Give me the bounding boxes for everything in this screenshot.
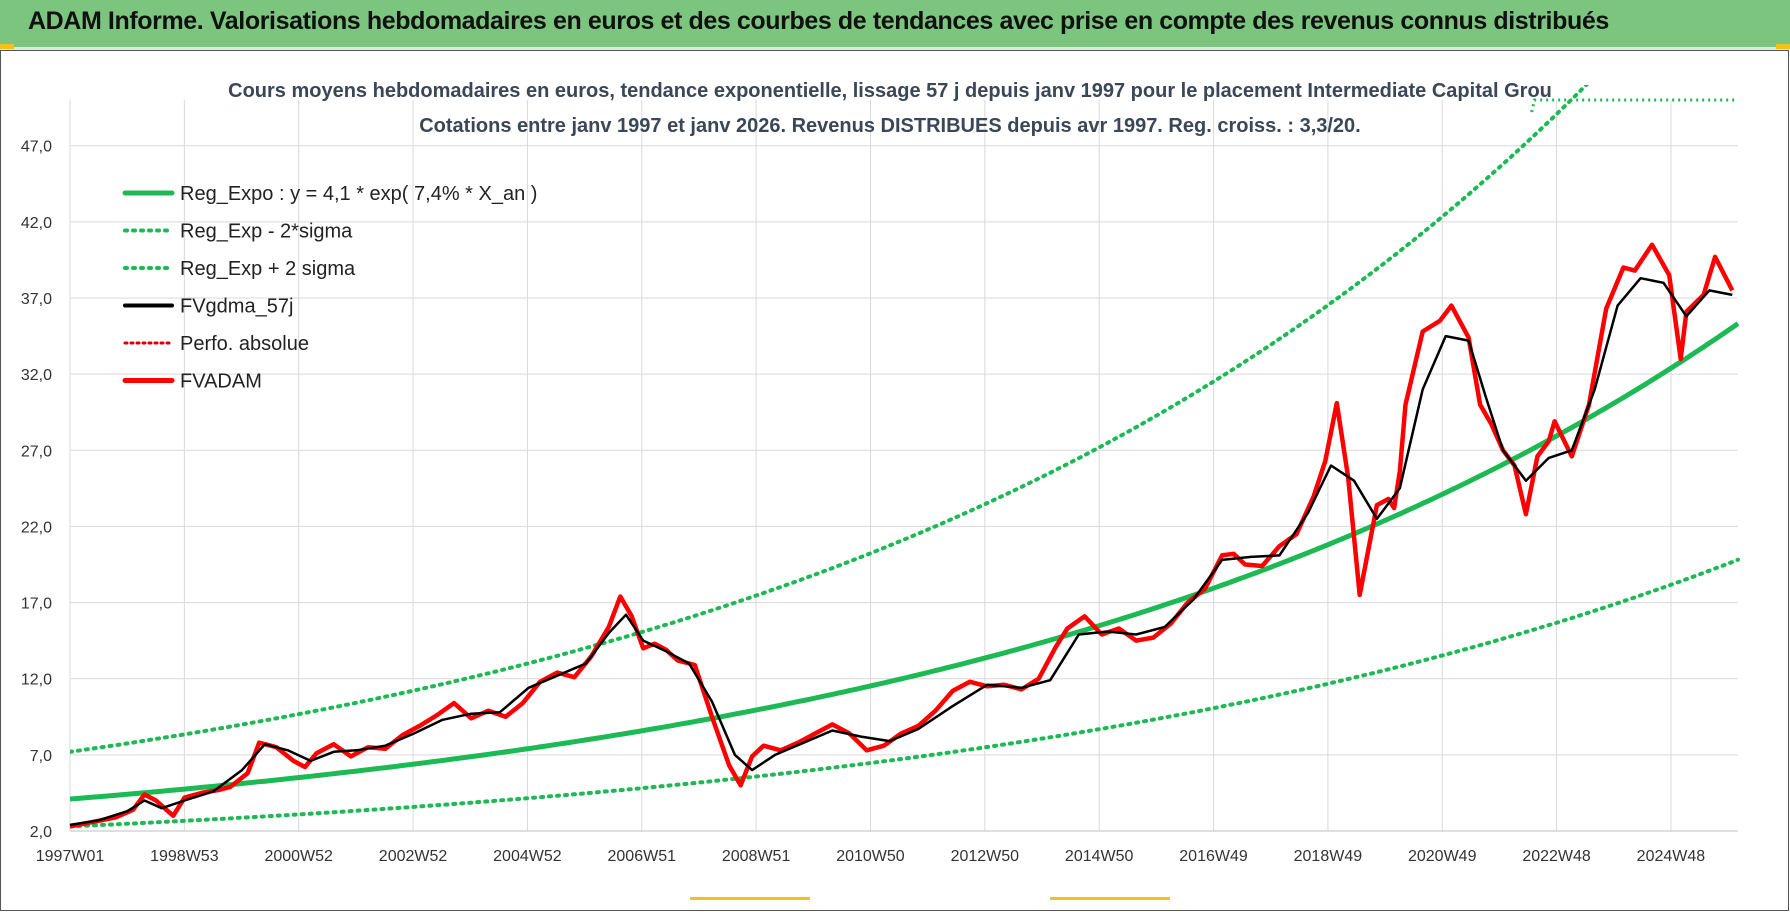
y-tick-label: 2,0	[30, 824, 52, 841]
report-title: ADAM Informe. Valorisations hebdomadaire…	[28, 7, 1609, 35]
y-tick-label: 17,0	[21, 596, 52, 613]
y-tick-label: 32,0	[21, 367, 52, 384]
x-tick-label: 2008W51	[722, 848, 791, 865]
chart-frame	[0, 50, 1789, 911]
bottom-marker-2	[1050, 897, 1170, 900]
corner-marker-left	[0, 44, 14, 49]
x-tick-label: 2016W49	[1179, 848, 1248, 865]
x-tick-label: 2020W49	[1408, 848, 1477, 865]
legend-label: FVADAM	[180, 371, 262, 393]
x-tick-label: 2022W48	[1522, 848, 1591, 865]
x-tick-label: 2000W52	[264, 848, 333, 865]
trend-plus-2sigma	[70, 85, 1590, 754]
gridlines	[69, 100, 1738, 832]
perfo-absolue-line	[1530, 98, 1738, 113]
x-axis-ticks: 1997W01 1998W53 2000W52 2002W52 2004W52 2006W…	[36, 848, 1706, 865]
x-tick-label: 1997W01	[36, 848, 105, 865]
series-fvadam	[69, 242, 1735, 829]
series-lines	[69, 85, 1740, 829]
y-tick-label: 12,0	[21, 672, 52, 689]
trend-minus-2sigma	[70, 557, 1740, 829]
x-tick-label: 2012W50	[951, 848, 1020, 865]
x-tick-label: 2010W50	[836, 848, 905, 865]
bottom-marker-1	[690, 897, 810, 900]
y-tick-label: 47,0	[21, 139, 52, 156]
y-axis-ticks: 2,0 7,0 12,0 17,0 22,0 27,0 32,0 37,0 42,0 47,0	[21, 139, 52, 841]
trend-exponential	[70, 321, 1740, 802]
y-tick-label: 42,0	[21, 215, 52, 232]
legend-label: FVgdma_57j	[180, 296, 293, 318]
legend: Reg_Expo : y = 4,1 * exp( 7,4% * X_an ) R…	[122, 183, 537, 393]
chart-subtitle: Cotations entre janv 1997 et janv 2026. …	[419, 115, 1361, 137]
legend-label: Reg_Exp + 2 sigma	[180, 258, 356, 280]
corner-marker-right	[1776, 44, 1790, 49]
y-tick-label: 7,0	[30, 748, 52, 765]
legend-label: Reg_Expo : y = 4,1 * exp( 7,4% * X_an )	[180, 183, 537, 205]
y-tick-label: 22,0	[21, 519, 52, 536]
x-tick-label: 2004W52	[493, 848, 562, 865]
chart-title: Cours moyens hebdomadaires en euros, ten…	[228, 80, 1552, 102]
x-tick-label: 2018W49	[1294, 848, 1363, 865]
x-tick-label: 2014W50	[1065, 848, 1134, 865]
x-tick-label: 2024W48	[1637, 848, 1706, 865]
x-tick-label: 1998W53	[150, 848, 219, 865]
x-tick-label: 2006W51	[608, 848, 677, 865]
x-tick-label: 2002W52	[379, 848, 448, 865]
legend-label: Reg_Exp - 2*sigma	[180, 221, 353, 243]
y-tick-label: 27,0	[21, 443, 52, 460]
y-tick-label: 37,0	[21, 291, 52, 308]
report-banner: ADAM Informe. Valorisations hebdomadaire…	[0, 0, 1790, 50]
series-fvgdma-57j	[69, 276, 1733, 827]
legend-label: Perfo. absolue	[180, 333, 309, 355]
